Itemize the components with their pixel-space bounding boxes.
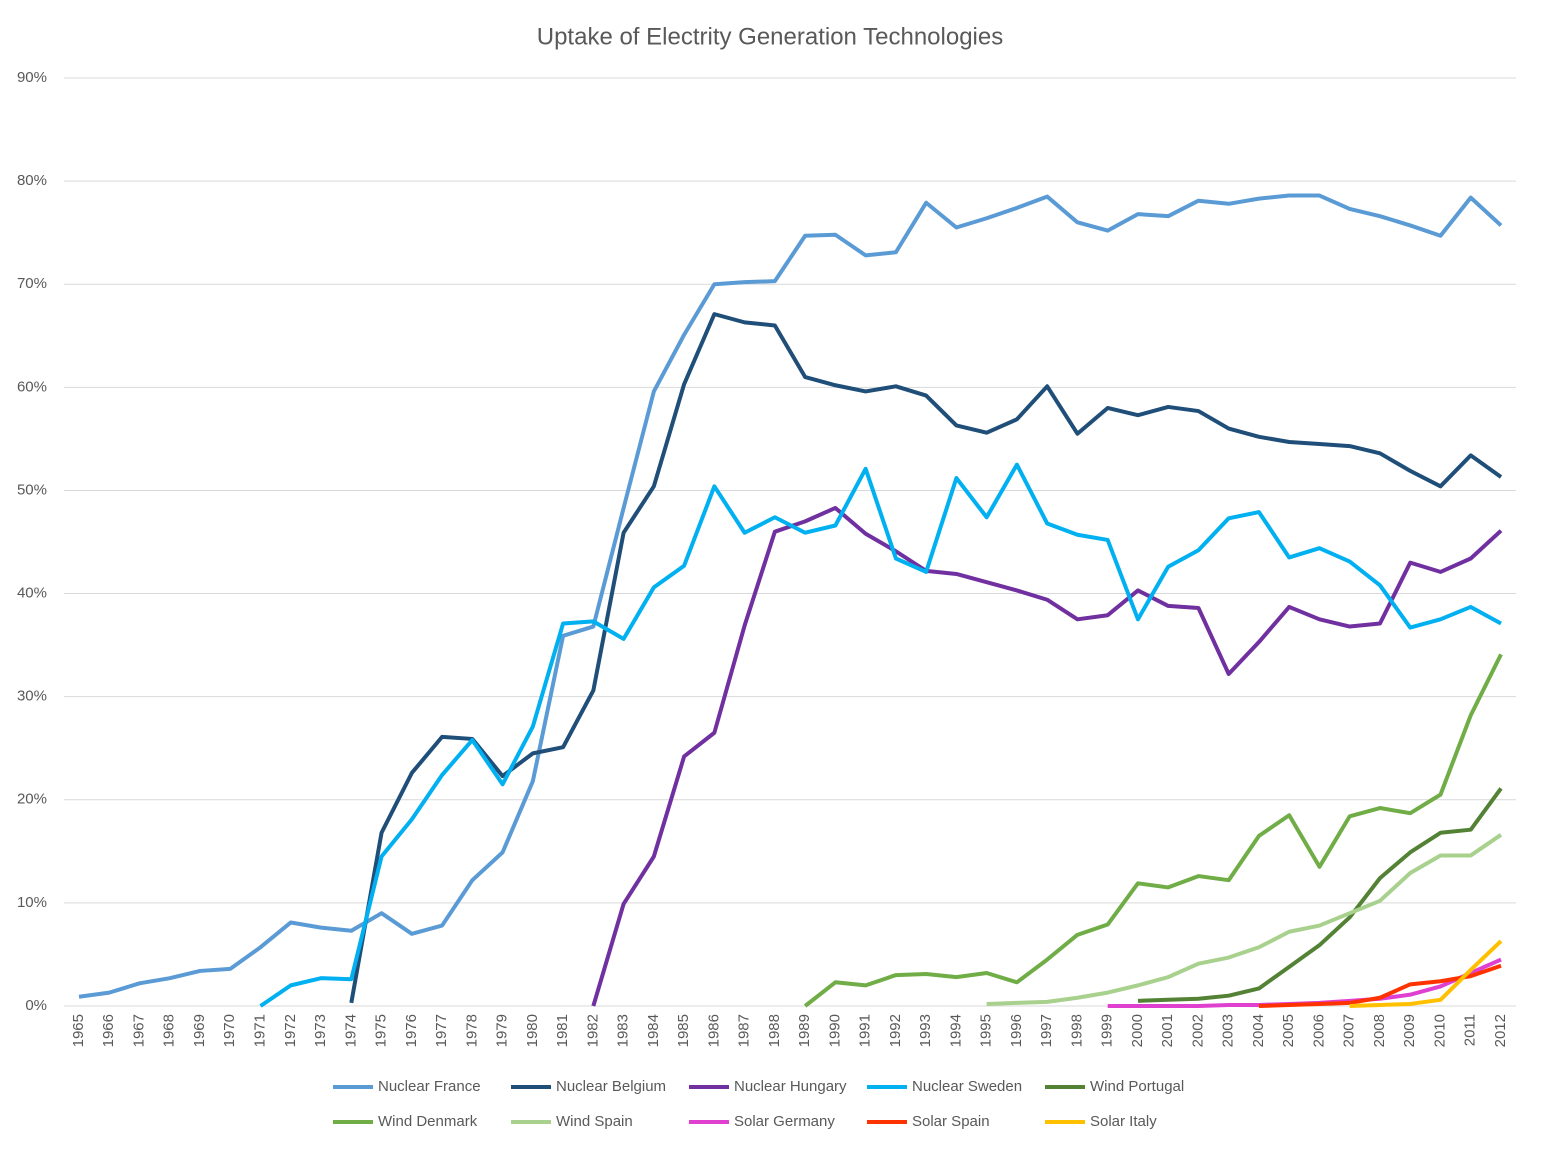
x-tick-label: 1990 <box>826 1014 843 1047</box>
x-tick-label: 1973 <box>312 1014 329 1047</box>
y-tick-label: 20% <box>17 791 47 808</box>
y-tick-label: 30% <box>17 688 47 705</box>
x-tick-label: 1998 <box>1068 1014 1085 1047</box>
y-tick-label: 50% <box>17 481 47 498</box>
x-tick-label: 1996 <box>1008 1014 1025 1047</box>
y-tick-label: 0% <box>25 997 47 1014</box>
x-tick-label: 1975 <box>373 1014 390 1047</box>
y-tick-label: 70% <box>17 275 47 292</box>
x-tick-label: 1986 <box>705 1014 722 1047</box>
y-tick-label: 10% <box>17 894 47 911</box>
x-tick-label: 1993 <box>917 1014 934 1047</box>
x-tick-label: 2004 <box>1250 1014 1267 1047</box>
x-tick-label: 2012 <box>1492 1014 1509 1047</box>
legend-label: Solar Italy <box>1090 1113 1157 1130</box>
x-tick-label: 1983 <box>615 1014 632 1047</box>
x-tick-label: 1971 <box>252 1014 269 1047</box>
legend-label: Nuclear Sweden <box>912 1078 1022 1095</box>
x-tick-label: 1988 <box>766 1014 783 1047</box>
y-tick-label: 40% <box>17 585 47 602</box>
legend-label: Solar Germany <box>734 1113 835 1130</box>
x-tick-label: 1994 <box>947 1014 964 1047</box>
legend-label: Wind Portugal <box>1090 1078 1184 1095</box>
series-line <box>1137 787 1503 1003</box>
x-tick-label: 2009 <box>1401 1014 1418 1047</box>
x-tick-label: 1965 <box>70 1014 87 1047</box>
x-tick-label: 2000 <box>1129 1014 1146 1047</box>
x-tick-label: 1974 <box>342 1014 359 1047</box>
x-tick-label: 1967 <box>130 1014 147 1047</box>
x-tick-label: 1968 <box>161 1014 178 1047</box>
x-tick-label: 2002 <box>1189 1014 1206 1047</box>
x-tick-label: 1987 <box>736 1014 753 1047</box>
y-tick-label: 60% <box>17 378 47 395</box>
y-tick-label: 80% <box>17 172 47 189</box>
series-line <box>349 312 1503 1004</box>
series-line <box>803 653 1503 1008</box>
x-tick-label: 1980 <box>524 1014 541 1047</box>
series-line <box>78 193 1503 999</box>
legend-label: Wind Denmark <box>378 1113 478 1130</box>
x-tick-label: 2005 <box>1280 1014 1297 1047</box>
x-tick-label: 1997 <box>1038 1014 1055 1047</box>
x-tick-label: 1969 <box>191 1014 208 1047</box>
x-tick-label: 2010 <box>1431 1014 1448 1047</box>
legend-label: Nuclear Hungary <box>734 1078 847 1095</box>
series-line <box>986 833 1503 1006</box>
legend-label: Nuclear France <box>378 1078 481 1095</box>
x-tick-label: 1991 <box>857 1014 874 1047</box>
x-tick-label: 1976 <box>403 1014 420 1047</box>
x-tick-label: 1977 <box>433 1014 450 1047</box>
x-tick-label: 1989 <box>796 1014 813 1047</box>
x-tick-label: 1979 <box>494 1014 511 1047</box>
x-tick-label: 1992 <box>887 1014 904 1047</box>
x-tick-label: 1985 <box>675 1014 692 1047</box>
x-tick-label: 2008 <box>1371 1014 1388 1047</box>
x-tick-label: 2011 <box>1462 1014 1479 1046</box>
x-tick-label: 1982 <box>584 1014 601 1047</box>
x-tick-label: 1984 <box>645 1014 662 1047</box>
x-tick-label: 1981 <box>554 1014 571 1047</box>
y-tick-label: 90% <box>17 69 47 86</box>
chart-title: Uptake of Electrity Generation Technolog… <box>537 23 1004 50</box>
legend-label: Solar Spain <box>912 1113 990 1130</box>
x-tick-label: 1999 <box>1099 1014 1116 1047</box>
series-line <box>259 462 1502 1008</box>
x-tick-label: 2006 <box>1310 1014 1327 1047</box>
legend-label: Wind Spain <box>556 1113 633 1130</box>
x-tick-label: 1995 <box>978 1014 995 1047</box>
series-line <box>591 505 1503 1007</box>
x-tick-label: 1966 <box>100 1014 117 1047</box>
x-tick-label: 2001 <box>1159 1014 1176 1047</box>
x-tick-label: 2007 <box>1341 1014 1358 1047</box>
x-tick-label: 1972 <box>282 1014 299 1047</box>
x-tick-label: 1970 <box>221 1014 238 1047</box>
legend-label: Nuclear Belgium <box>556 1078 666 1095</box>
x-tick-label: 2003 <box>1220 1014 1237 1047</box>
x-tick-label: 1978 <box>463 1014 480 1047</box>
series-line <box>1349 939 1503 1008</box>
